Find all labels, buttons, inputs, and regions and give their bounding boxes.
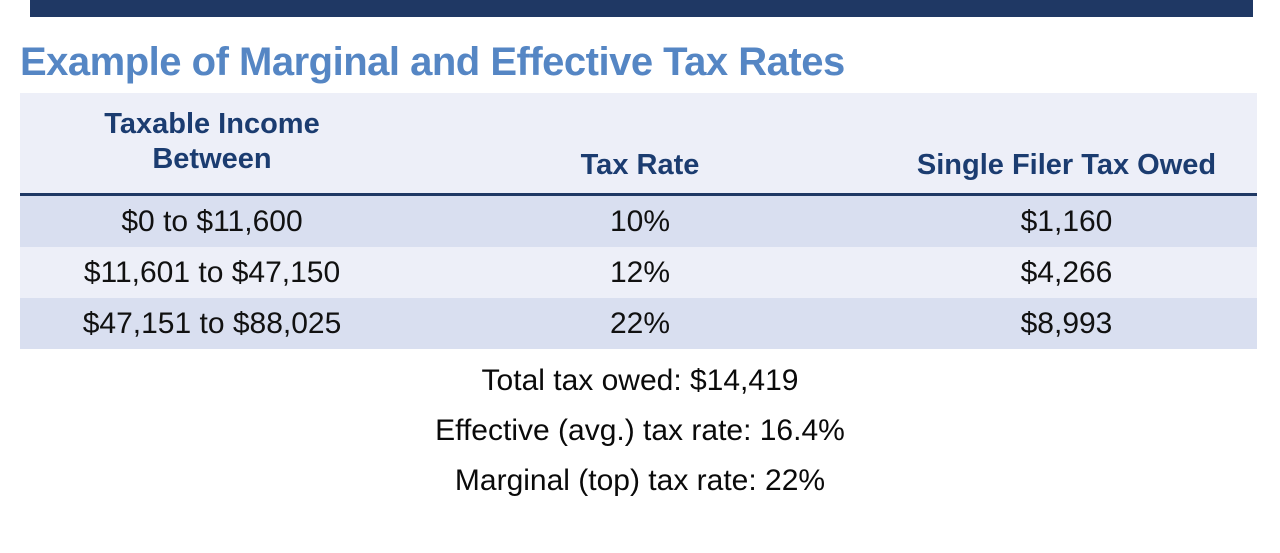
summary-block: Total tax owed: $14,419 Effective (avg.)… (0, 356, 1280, 506)
tax-rate-table: Taxable Income Between Tax Rate Single F… (20, 93, 1257, 349)
summary-total-tax-owed: Total tax owed: $14,419 (481, 364, 799, 397)
table-row: $0 to $11,600 10% $1,160 (20, 196, 1257, 247)
summary-marginal-tax-rate: Marginal (top) tax rate: 22% (454, 464, 826, 497)
cell-tax-owed: $4,266 (1020, 255, 1113, 289)
table-row: $47,151 to $88,025 22% $8,993 (20, 298, 1257, 349)
cell-income-range: $47,151 to $88,025 (82, 306, 342, 340)
cell-tax-rate: 22% (609, 306, 671, 340)
column-header-taxable-income: Taxable Income Between (104, 108, 320, 175)
summary-effective-tax-rate: Effective (avg.) tax rate: 16.4% (435, 414, 845, 447)
cell-tax-owed: $8,993 (1020, 306, 1113, 340)
cell-income-range: $11,601 to $47,150 (83, 255, 341, 289)
page-title: Example of Marginal and Effective Tax Ra… (20, 40, 845, 84)
cell-tax-rate: 12% (609, 255, 671, 289)
table-header-row: Taxable Income Between Tax Rate Single F… (20, 93, 1257, 196)
table-row: $11,601 to $47,150 12% $4,266 (20, 247, 1257, 298)
top-accent-bar (30, 0, 1253, 17)
cell-tax-owed: $1,160 (1020, 204, 1113, 238)
cell-income-range: $0 to $11,600 (121, 204, 303, 238)
column-header-tax-rate: Tax Rate (580, 149, 700, 181)
column-header-single-filer-tax-owed: Single Filer Tax Owed (916, 149, 1217, 181)
cell-tax-rate: 10% (609, 204, 671, 238)
